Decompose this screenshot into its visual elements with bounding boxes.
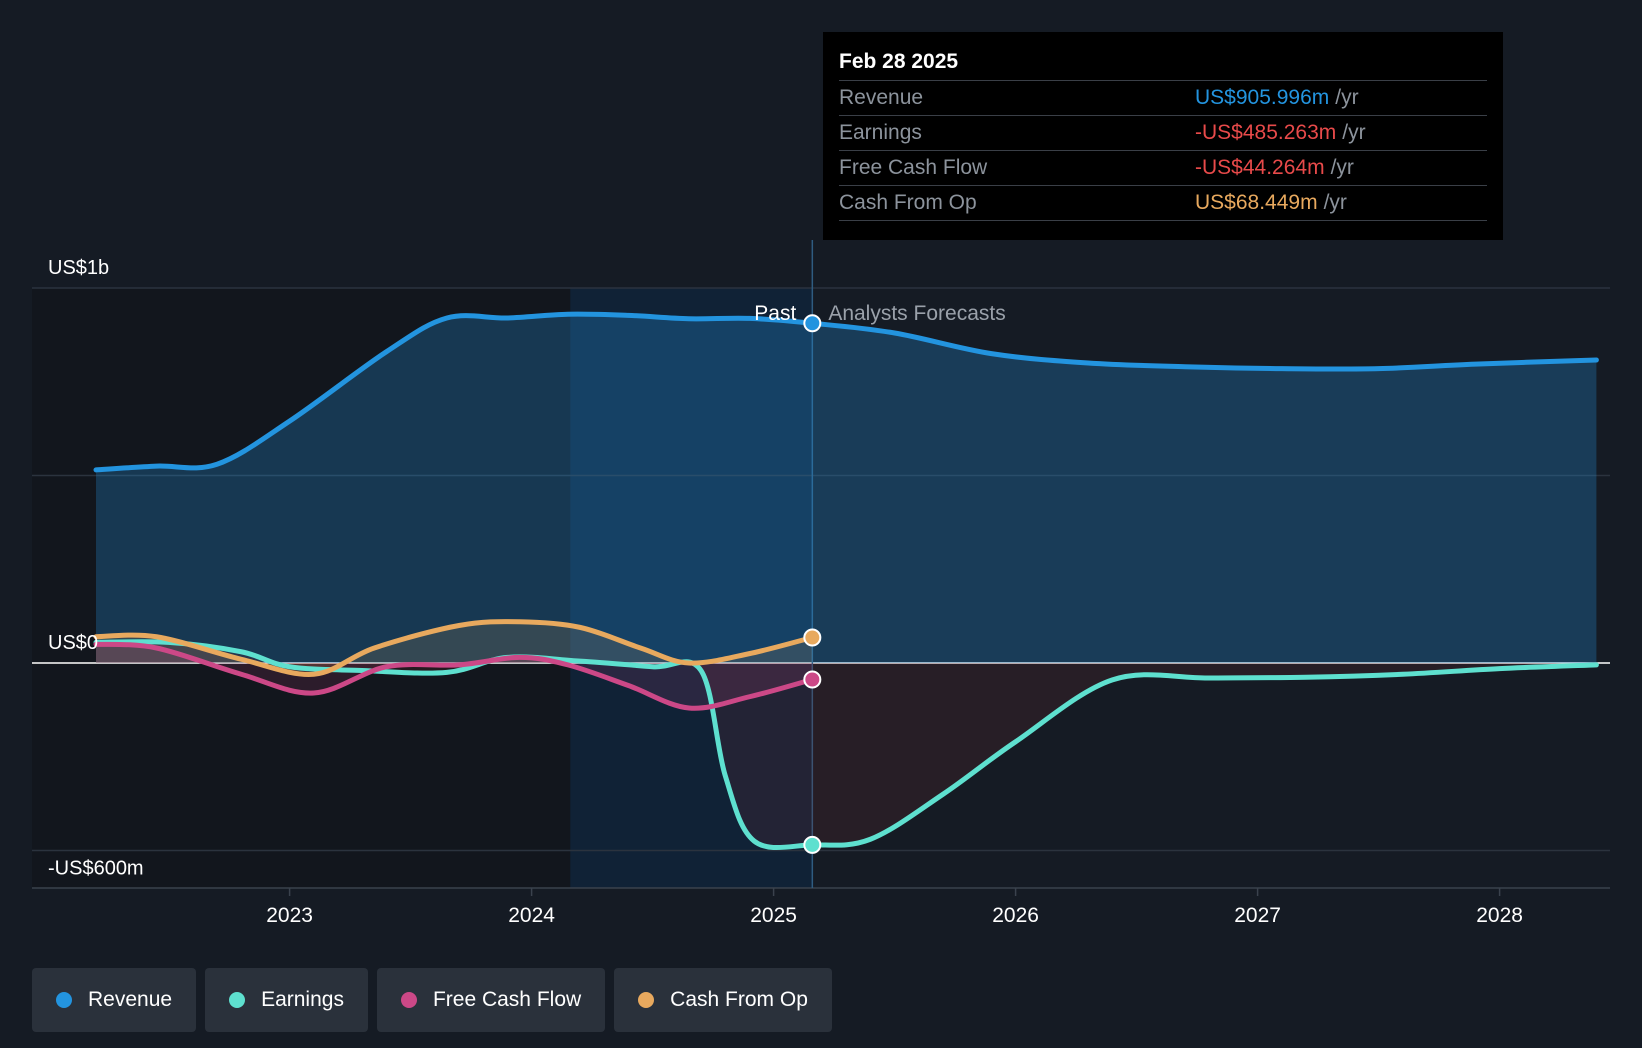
revenue-dot-icon [56, 992, 72, 1008]
tooltip-value-number: -US$485.263m [1195, 121, 1337, 144]
legend-label: Free Cash Flow [432, 988, 582, 1011]
tooltip-value: US$905.996m/yr [1195, 81, 1359, 115]
tooltip-value: -US$44.264m/yr [1195, 151, 1354, 185]
legend: Revenue Earnings Free Cash Flow Cash Fro… [32, 968, 832, 1032]
series-area [96, 314, 1597, 663]
cash-from-op-dot-icon [638, 992, 655, 1008]
legend-item-revenue[interactable]: Revenue [32, 968, 197, 1032]
y-axis-label: -US$600m [48, 858, 144, 880]
series-end-dot [803, 628, 822, 647]
x-tick-label: 2024 [508, 904, 555, 927]
x-tick-label: 2025 [750, 904, 797, 927]
legend-item-free-cash-flow[interactable]: Free Cash Flow [376, 968, 606, 1032]
tooltip-value-number: -US$44.264m [1195, 156, 1325, 179]
tooltip-date: Feb 28 2025 [839, 44, 1487, 81]
past-background [32, 288, 571, 888]
y-axis-label: US$0 [48, 632, 98, 654]
y-axis-label: US$1b [48, 257, 109, 279]
tooltip-label: Cash From Op [839, 191, 977, 214]
tooltip-row-revenue: Revenue US$905.996m/yr [839, 81, 1487, 116]
tooltip-value: -US$485.263m/yr [1195, 116, 1366, 150]
tooltip-value-number: US$68.449m [1195, 191, 1318, 214]
tooltip-label: Revenue [839, 86, 924, 109]
tooltip-value-number: US$905.996m [1195, 86, 1330, 109]
tooltip-unit: /yr [1342, 121, 1366, 144]
series-end-dot [803, 670, 822, 689]
series-area [96, 621, 813, 675]
tooltip-row-free-cash-flow: Free Cash Flow -US$44.264m/yr [839, 151, 1487, 186]
legend-label: Revenue [88, 988, 173, 1011]
series-area [96, 644, 813, 709]
legend-label: Earnings [261, 988, 344, 1011]
tooltip: Feb 28 2025 Revenue US$905.996m/yr Earni… [823, 32, 1503, 240]
tooltip-unit: /yr [1323, 191, 1347, 214]
chart-canvas: US$1b US$0 -US$600m 2023 2024 2025 2026 2027 202… [32, 240, 1610, 927]
x-tick-label: 2026 [992, 904, 1039, 927]
past-label: Past [754, 302, 796, 325]
legend-item-earnings[interactable]: Earnings [205, 968, 368, 1032]
tooltip-label: Free Cash Flow [839, 156, 988, 179]
tooltip-unit: /yr [1335, 86, 1359, 109]
tooltip-label: Earnings [839, 121, 922, 144]
legend-item-cash-from-op[interactable]: Cash From Op [614, 968, 832, 1032]
tooltip-unit: /yr [1330, 156, 1354, 179]
series-line [93, 311, 1599, 473]
tooltip-value: US$68.449m/yr [1195, 186, 1347, 220]
tooltip-row-cash-from-op: Cash From Op US$68.449m/yr [839, 186, 1487, 221]
forecast-label: Analysts Forecasts [828, 302, 1005, 325]
x-tick-label: 2028 [1476, 904, 1523, 927]
highlight-band [570, 288, 813, 888]
free-cash-flow-dot-icon [400, 992, 417, 1008]
series-line [93, 641, 815, 711]
tooltip-row-earnings: Earnings -US$485.263m/yr [839, 116, 1487, 151]
series-end-dot [803, 314, 822, 333]
series-line [93, 619, 815, 677]
x-tick-label: 2027 [1234, 904, 1281, 927]
legend-label: Cash From Op [670, 988, 808, 1011]
series-area [96, 641, 1597, 848]
earnings-dot-icon [229, 992, 246, 1008]
series-line [93, 639, 1599, 850]
x-tick-label: 2023 [266, 904, 313, 927]
series-end-dot [803, 835, 822, 854]
